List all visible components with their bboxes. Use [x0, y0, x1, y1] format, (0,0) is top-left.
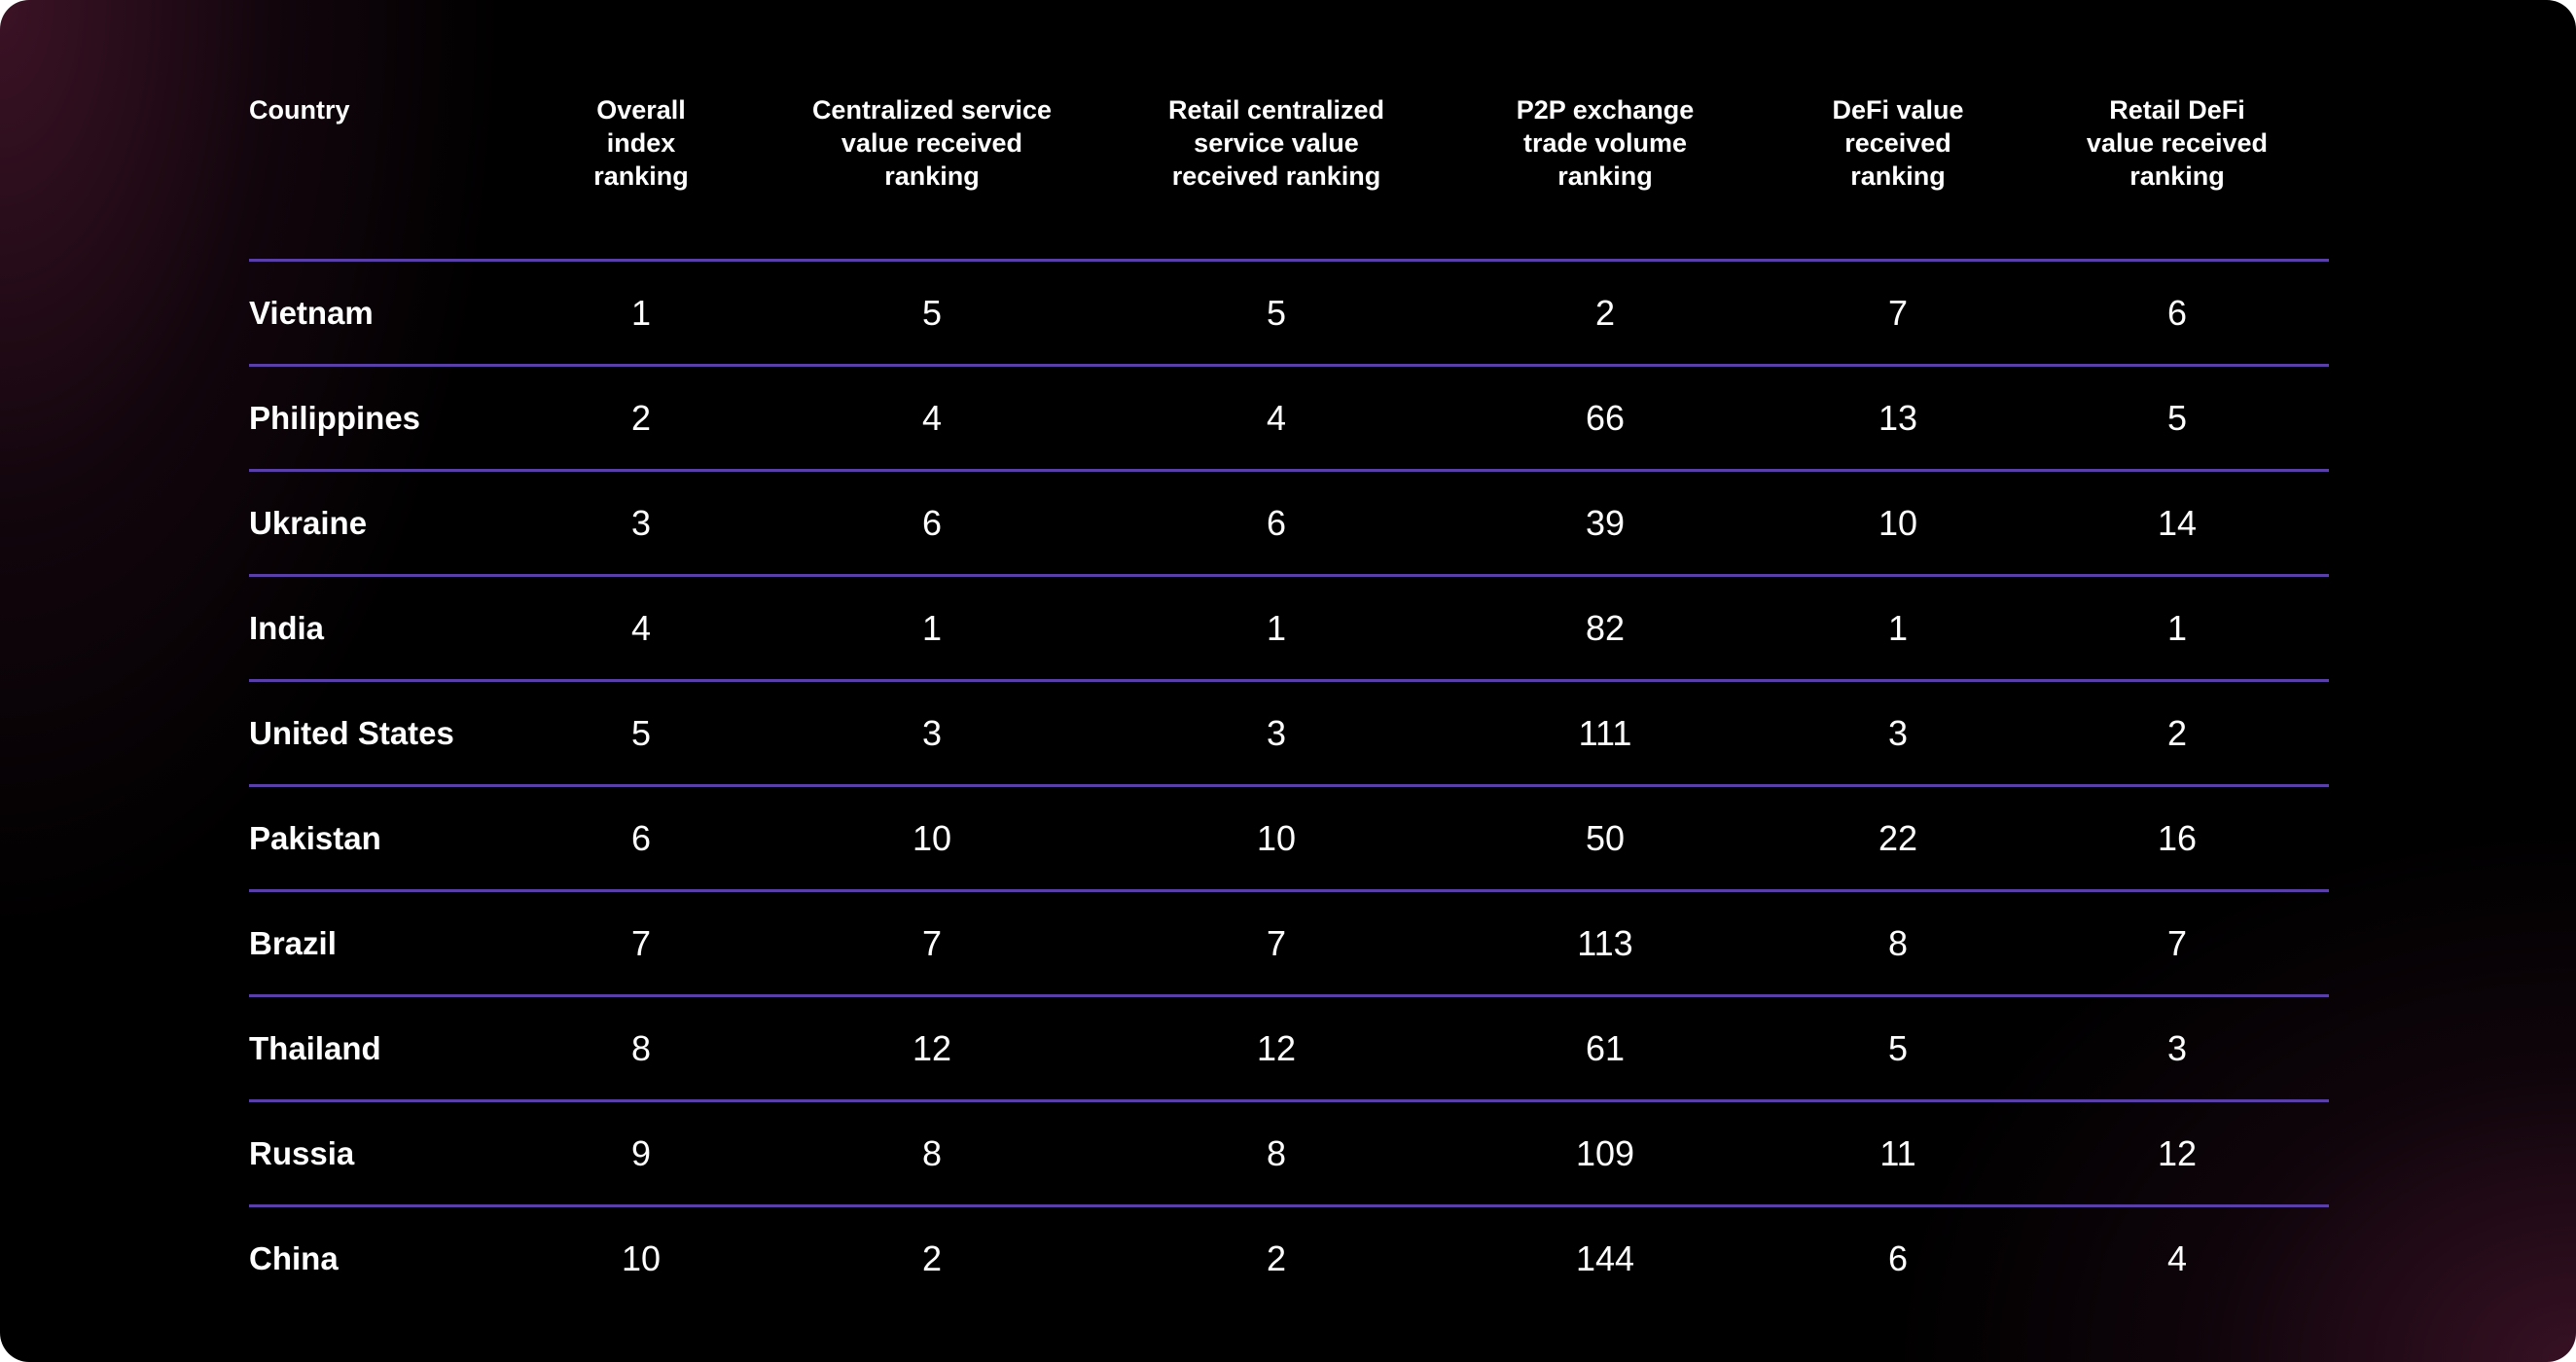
column-header-centralized-ranking: Centralized service value received ranki…	[751, 93, 1113, 262]
retail-defi-ranking-cell: 4	[2166, 1237, 2188, 1278]
centralized-ranking-cell: 1	[751, 575, 1113, 682]
retail-defi-ranking-cell: 16	[2025, 785, 2329, 892]
retail-centralized-ranking-cell: 10	[1113, 785, 1440, 892]
defi-ranking-cell: 5	[1771, 995, 2025, 1102]
retail-centralized-ranking-cell: 7	[1113, 890, 1440, 997]
country-cell: United States	[249, 680, 531, 787]
centralized-ranking-cell: 12	[751, 995, 1113, 1102]
column-header-defi-ranking: DeFi value received ranking	[1771, 93, 2025, 262]
p2p-ranking-cell: 82	[1440, 575, 1771, 682]
p2p-ranking-cell: 50	[1440, 785, 1771, 892]
defi-ranking-cell: 6	[1887, 1237, 1909, 1278]
retail-centralized-ranking-cell: 5	[1113, 260, 1440, 367]
table-row: Pakistan 6 10 10 50 22 16	[249, 785, 2329, 892]
p2p-ranking-cell: 111	[1440, 680, 1771, 787]
centralized-ranking-cell: 4	[751, 365, 1113, 472]
p2p-ranking-cell: 66	[1440, 365, 1771, 472]
country-cell: Ukraine	[249, 470, 531, 577]
p2p-ranking-cell: 109	[1440, 1100, 1771, 1207]
retail-centralized-ranking-cell: 1	[1113, 575, 1440, 682]
column-header-label: Retail DeFi value received ranking	[2086, 95, 2269, 191]
table-row: Philippines 2 4 4 66 13 5	[249, 365, 2329, 472]
p2p-ranking-cell: 144	[1575, 1237, 1635, 1278]
centralized-ranking-cell: 7	[751, 890, 1113, 997]
column-header-country: Country	[249, 93, 531, 262]
table-row: Russia 9 8 8 109 11 12	[249, 1100, 2329, 1207]
table-row: United States 5 3 3 111 3 2	[249, 680, 2329, 787]
country-cell: India	[249, 575, 531, 682]
table-row: China 10 2 2 144 6 4	[249, 1206, 2329, 1310]
ranking-table: Country Overall index ranking Centralize…	[249, 93, 2329, 1309]
defi-ranking-cell: 7	[1771, 260, 2025, 367]
overall-index-ranking-cell: 9	[531, 1100, 751, 1207]
country-cell: China	[249, 1239, 339, 1276]
header-row: Country Overall index ranking Centralize…	[249, 93, 2329, 262]
country-cell: Pakistan	[249, 785, 531, 892]
centralized-ranking-cell: 5	[751, 260, 1113, 367]
retail-centralized-ranking-cell: 3	[1113, 680, 1440, 787]
column-header-retail-defi-ranking: Retail DeFi value received ranking	[2025, 93, 2329, 262]
table-row: Ukraine 3 6 6 39 10 14	[249, 470, 2329, 577]
retail-defi-ranking-cell: 3	[2025, 995, 2329, 1102]
defi-ranking-cell: 11	[1771, 1100, 2025, 1207]
country-cell: Russia	[249, 1100, 531, 1207]
table-body: Vietnam 1 5 5 2 7 6 Philippines 2 4 4 66 13 5 Ukraine 3…	[249, 260, 2329, 1310]
column-header-label: P2P exchange trade volume ranking	[1516, 95, 1695, 191]
defi-ranking-cell: 22	[1771, 785, 2025, 892]
column-header-label: Overall index ranking	[593, 95, 689, 191]
retail-defi-ranking-cell: 14	[2025, 470, 2329, 577]
column-header-retail-centralized-ranking: Retail centralized service value receive…	[1113, 93, 1440, 262]
retail-defi-ranking-cell: 7	[2025, 890, 2329, 997]
overall-index-ranking-cell: 7	[531, 890, 751, 997]
retail-centralized-ranking-cell: 12	[1113, 995, 1440, 1102]
centralized-ranking-cell: 3	[751, 680, 1113, 787]
overall-index-ranking-cell: 4	[531, 575, 751, 682]
country-cell: Vietnam	[249, 260, 531, 367]
retail-centralized-ranking-cell: 6	[1113, 470, 1440, 577]
overall-index-ranking-cell: 10	[621, 1237, 662, 1278]
overall-index-ranking-cell: 1	[531, 260, 751, 367]
column-header-label: DeFi value received ranking	[1832, 95, 1964, 191]
p2p-ranking-cell: 113	[1440, 890, 1771, 997]
table-row: Thailand 8 12 12 61 5 3	[249, 995, 2329, 1102]
country-cell: Thailand	[249, 995, 531, 1102]
centralized-ranking-cell: 8	[751, 1100, 1113, 1207]
defi-ranking-cell: 10	[1771, 470, 2025, 577]
column-header-label: Centralized service value received ranki…	[811, 95, 1053, 191]
p2p-ranking-cell: 39	[1440, 470, 1771, 577]
defi-ranking-cell: 1	[1771, 575, 2025, 682]
overall-index-ranking-cell: 3	[531, 470, 751, 577]
defi-ranking-cell: 8	[1771, 890, 2025, 997]
retail-defi-ranking-cell: 12	[2025, 1100, 2329, 1207]
table-row: India 4 1 1 82 1 1	[249, 575, 2329, 682]
centralized-ranking-cell: 2	[921, 1237, 943, 1278]
column-header-p2p-ranking: P2P exchange trade volume ranking	[1440, 93, 1771, 262]
centralized-ranking-cell: 10	[751, 785, 1113, 892]
retail-defi-ranking-cell: 1	[2025, 575, 2329, 682]
country-cell: Brazil	[249, 890, 531, 997]
table-row: Brazil 7 7 7 113 8 7	[249, 890, 2329, 997]
overall-index-ranking-cell: 2	[531, 365, 751, 472]
retail-defi-ranking-cell: 5	[2025, 365, 2329, 472]
defi-ranking-cell: 13	[1771, 365, 2025, 472]
defi-ranking-cell: 3	[1771, 680, 2025, 787]
overall-index-ranking-cell: 6	[531, 785, 751, 892]
country-cell: Philippines	[249, 365, 531, 472]
overall-index-ranking-cell: 8	[531, 995, 751, 1102]
p2p-ranking-cell: 2	[1440, 260, 1771, 367]
retail-centralized-ranking-cell: 8	[1113, 1100, 1440, 1207]
overall-index-ranking-cell: 5	[531, 680, 751, 787]
centralized-ranking-cell: 6	[751, 470, 1113, 577]
retail-defi-ranking-cell: 6	[2025, 260, 2329, 367]
table-row: Vietnam 1 5 5 2 7 6	[249, 260, 2329, 367]
retail-centralized-ranking-cell: 2	[1266, 1237, 1287, 1278]
column-header-overall-index-ranking: Overall index ranking	[531, 93, 751, 262]
retail-defi-ranking-cell: 2	[2025, 680, 2329, 787]
p2p-ranking-cell: 61	[1440, 995, 1771, 1102]
retail-centralized-ranking-cell: 4	[1113, 365, 1440, 472]
column-header-label: Retail centralized service value receive…	[1167, 95, 1385, 191]
